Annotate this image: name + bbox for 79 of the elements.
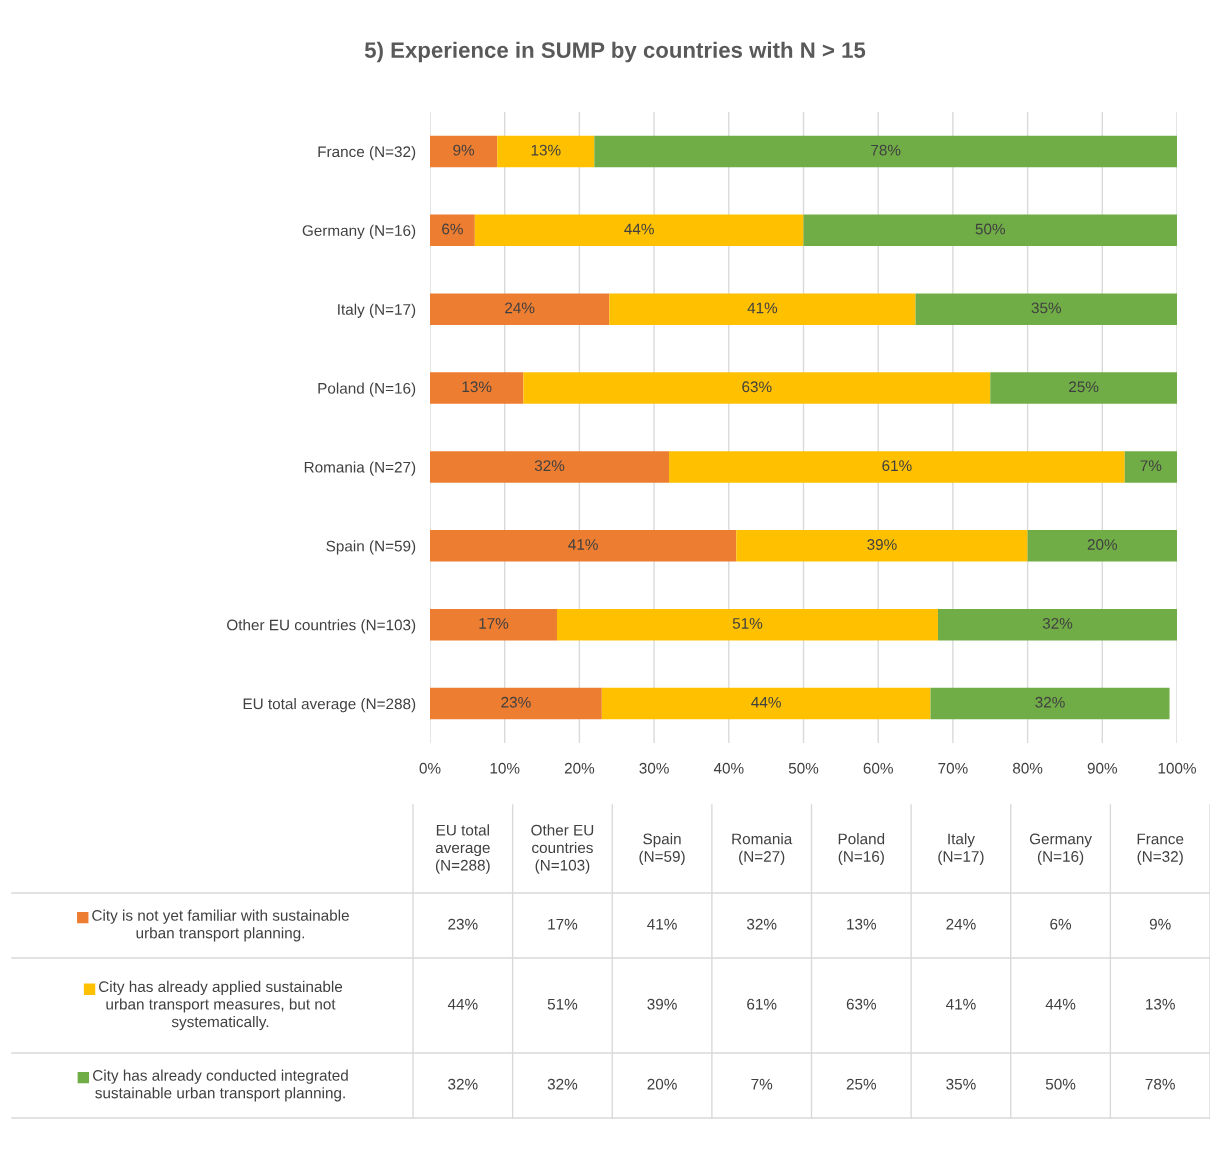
x-tick-label: 40%: [713, 762, 744, 774]
data-label: 9%: [453, 144, 475, 156]
text: 13%: [847, 918, 877, 930]
data-label: 63%: [742, 381, 772, 393]
legend-label: City has already conducted integrated sustainable urban transport planning.: [93, 1069, 348, 1102]
text: 39%: [647, 998, 677, 1010]
x-tick-label: 30%: [639, 762, 669, 774]
data-label: 35%: [1031, 302, 1062, 314]
text: 23%: [448, 918, 478, 930]
y-tick-label: Germany (N=16): [302, 224, 416, 240]
data-label: 44%: [624, 223, 654, 235]
text: 44%: [1045, 998, 1076, 1010]
y-tick-label: Spain (N=59): [326, 540, 416, 555]
text: 61%: [747, 998, 777, 1010]
data-label: 23%: [501, 696, 531, 708]
legend-label: City is not yet familiar with sustainable urban transport planning.: [92, 909, 349, 942]
data-label: 61%: [882, 460, 912, 472]
data-label: 6%: [442, 223, 463, 235]
data-label: 41%: [568, 539, 598, 550]
category-label: Poland (N=16): [838, 833, 885, 865]
data-label: 78%: [871, 144, 901, 156]
x-tick-label: 10%: [490, 762, 520, 774]
y-tick-label: Romania (N=27): [304, 461, 416, 476]
x-tick-label: 90%: [1087, 762, 1118, 774]
text: 20%: [647, 1078, 677, 1090]
text: 24%: [946, 918, 976, 930]
text: 35%: [946, 1078, 976, 1090]
x-tick-label: 0%: [419, 762, 441, 774]
data-label: 32%: [1042, 617, 1073, 629]
data-label: 32%: [534, 460, 565, 472]
category-label: Italy (N=17): [938, 833, 984, 865]
text: 50%: [1045, 1078, 1076, 1090]
data-label: 44%: [751, 696, 781, 708]
data-label: 51%: [732, 618, 763, 629]
x-tick-label: 50%: [788, 762, 819, 774]
text: 7%: [751, 1078, 773, 1090]
x-tick-label: 80%: [1012, 762, 1043, 774]
category-label: Romania (N=27): [732, 833, 793, 865]
data-label: 25%: [1069, 381, 1099, 393]
data-label: 7%: [1140, 460, 1162, 471]
text: 44%: [447, 998, 478, 1010]
y-tick-label: France (N=32): [318, 145, 416, 161]
category-label: Spain (N=59): [639, 833, 685, 865]
text: 63%: [846, 998, 877, 1010]
category-label: Germany (N=16): [1029, 833, 1092, 865]
text: 13%: [1146, 998, 1175, 1010]
x-tick-label: 60%: [863, 762, 893, 774]
text: 51%: [547, 998, 578, 1010]
data-label: 17%: [479, 618, 509, 629]
x-tick-label: 20%: [564, 762, 595, 774]
text: 41%: [946, 998, 976, 1010]
category-label: EU total average (N=288): [435, 824, 490, 874]
y-tick-label: Italy (N=17): [338, 303, 416, 318]
text: 32%: [547, 1078, 578, 1090]
text: 9%: [1149, 918, 1171, 930]
data-label: 13%: [531, 144, 561, 156]
y-tick-label: EU total average (N=288): [243, 698, 416, 713]
data-label: 50%: [975, 223, 1005, 235]
data-label: 20%: [1087, 539, 1118, 550]
data-label: 39%: [867, 539, 897, 550]
text: 6%: [1050, 918, 1072, 930]
text: 32%: [448, 1078, 478, 1090]
data-label: 13%: [462, 381, 492, 393]
text: 78%: [1145, 1078, 1175, 1090]
data-label: 41%: [747, 302, 778, 314]
category-label: France (N=32): [1137, 833, 1184, 865]
legend-label: City has already applied sustainable urban transport measures, but not systematically.: [98, 980, 343, 1031]
text: 32%: [746, 918, 777, 930]
data-label: 32%: [1035, 696, 1065, 708]
text: 17%: [548, 918, 578, 930]
text: 41%: [647, 918, 677, 930]
category-label: Other EU countries (N=103): [531, 824, 594, 874]
chart-title: 5) Experience in SUMP by countries with N > 15: [364, 41, 866, 63]
x-tick-label: 100%: [1158, 762, 1196, 774]
y-tick-label: Poland (N=16): [318, 382, 416, 397]
y-tick-label: Other EU countries (N=103): [227, 619, 416, 634]
data-label: 24%: [505, 302, 535, 314]
text: 25%: [846, 1078, 877, 1090]
x-tick-label: 70%: [938, 762, 968, 774]
